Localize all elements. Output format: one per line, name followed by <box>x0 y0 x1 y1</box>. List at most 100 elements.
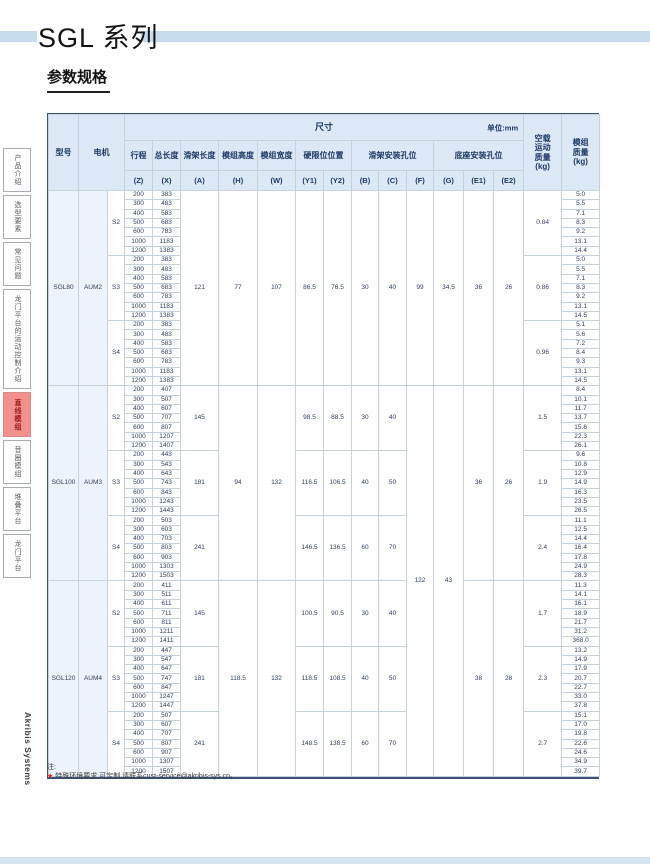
module-mass-cell: 16.3 <box>561 487 601 498</box>
sidebar-item-7[interactable]: 堆叠平台 <box>3 487 31 531</box>
stroke-cell: 400 <box>124 338 153 350</box>
stroke-cell: 400 <box>124 599 153 610</box>
e2-cell: 28 <box>492 580 525 777</box>
stroke-cell: 300 <box>124 329 153 340</box>
module-mass-cell: 10.1 <box>561 394 601 405</box>
total-length-cell: 443 <box>152 450 181 461</box>
spec-row: 300 483 5.5 <box>49 264 601 275</box>
total-length-cell: 683 <box>152 348 181 359</box>
stroke-cell: 200 <box>124 189 153 201</box>
total-length-cell: 907 <box>152 747 181 759</box>
total-length-cell: 1183 <box>152 366 181 377</box>
stroke-cell: 500 <box>124 413 153 424</box>
stroke-cell: 500 <box>124 348 153 359</box>
module-mass-cell: 11.7 <box>561 403 601 415</box>
no-load-mass-cell: 2.4 <box>523 515 563 582</box>
sidebar-item-3[interactable]: 常见问题 <box>3 242 31 286</box>
stroke-cell: 200 <box>124 320 153 331</box>
module-mass-cell: 12.9 <box>561 468 601 480</box>
header-sub-f: (F) <box>406 170 434 191</box>
b-cell: 30 <box>351 189 379 387</box>
dimensions-label: 尺寸 <box>315 121 334 132</box>
total-length-cell: 1443 <box>152 506 181 517</box>
stroke-cell: 600 <box>124 682 153 694</box>
stroke-cell: 1000 <box>124 366 153 377</box>
module-mass-cell: 14.5 <box>561 375 601 387</box>
total-length-cell: 1407 <box>152 440 181 452</box>
stroke-cell: 600 <box>124 617 153 628</box>
total-length-cell: 1303 <box>152 561 181 573</box>
c-cell: 70 <box>378 710 407 777</box>
total-length-cell: 483 <box>152 264 181 275</box>
module-mass-cell: 368.0 <box>561 636 601 647</box>
spec-row: 600 811 21.7 <box>49 617 601 628</box>
y1-cell: 116.5 <box>295 450 324 517</box>
carriage-length-cell: 181 <box>180 645 219 712</box>
sidebar-item-4[interactable]: 龙门平台的运动控制介绍 <box>3 289 31 389</box>
total-length-cell: 447 <box>152 645 181 656</box>
y1-cell: 98.5 <box>295 385 324 452</box>
spec-row: 500 807 22.6 <box>49 738 601 749</box>
header-stroke: 行程 <box>124 140 153 171</box>
sidebar-item-8[interactable]: 龙门平台 <box>3 534 31 578</box>
motor-cell: AUM2 <box>78 189 108 387</box>
total-length-cell: 1247 <box>152 692 181 703</box>
total-length-cell: 511 <box>152 589 181 601</box>
module-mass-cell: 37.8 <box>561 701 601 712</box>
total-length-cell: 1183 <box>152 236 181 247</box>
no-load-mass-cell: 1.7 <box>523 580 563 647</box>
total-length-cell: 483 <box>152 329 181 340</box>
total-length-cell: 783 <box>152 357 181 368</box>
stroke-cell: 600 <box>124 227 153 238</box>
spec-row: 400 607 11.7 <box>49 403 601 415</box>
sidebar-item-5[interactable]: 直线模组 <box>3 392 31 437</box>
header-total-length: 总长度 <box>152 140 181 171</box>
sidebar: 产品介绍选型要素常见问题龙门平台的运动控制介绍直线模组音圈模组堆叠平台龙门平台 <box>3 148 31 581</box>
module-mass-cell: 5.6 <box>561 329 601 340</box>
stroke-cell: 400 <box>124 403 153 415</box>
module-mass-cell: 9.3 <box>561 357 601 368</box>
module-mass-cell: 15.6 <box>561 422 601 433</box>
sidebar-item-1[interactable]: 产品介绍 <box>3 148 31 192</box>
module-height-cell: 94 <box>218 385 258 582</box>
total-length-cell: 647 <box>152 664 181 675</box>
total-length-cell: 1503 <box>152 571 181 582</box>
sidebar-item-6[interactable]: 音圈模组 <box>3 440 31 484</box>
b-cell: 60 <box>351 710 379 777</box>
stroke-cell: 400 <box>124 729 153 740</box>
spec-row: SGL100 AUM3 S2 200 407 145 94 132 98.5 88.5 30 40 12… <box>48 385 601 777</box>
stroke-cell: 600 <box>124 292 153 303</box>
stroke-cell: 600 <box>124 357 153 368</box>
total-length-cell: 1447 <box>152 701 181 712</box>
carriage-length-cell: 145 <box>180 580 219 647</box>
sidebar-item-2[interactable]: 选型要素 <box>3 195 31 239</box>
total-length-cell: 1183 <box>152 301 181 312</box>
spec-row: S3 200 447 181 118.5 108.5 40 50 2.3 13.2 <box>49 645 601 712</box>
size-code-cell: S2 <box>107 385 125 452</box>
stroke-cell: 1200 <box>124 375 153 387</box>
header-base-holes: 底座安装孔位 <box>432 140 525 171</box>
no-load-mass-cell: 0.84 <box>523 189 563 257</box>
b-cell: 60 <box>351 515 379 582</box>
header-carriage-length: 滑架长度 <box>180 140 219 171</box>
spec-table-body: SGL80 AUM2 S2 200 383 121 77 107 86.5 76.5 30 40 99 3… <box>48 189 601 777</box>
footnote: 注: ★ 特殊环境要求,可定制,请联系cust-service@akribis-s… <box>47 763 237 781</box>
total-length-cell: 843 <box>152 487 181 498</box>
module-mass-cell: 5.0 <box>561 255 601 266</box>
spec-row: 1000 1307 34.9 <box>49 757 601 768</box>
module-mass-cell: 31.2 <box>561 626 601 638</box>
footnote-text: 特殊环境要求,可定制,请联系cust-service@akribis-sys.c… <box>55 773 238 780</box>
stroke-cell: 200 <box>124 385 153 396</box>
carriage-length-cell: 241 <box>180 515 219 582</box>
header-hard-limit: 硬限位位置 <box>295 140 352 171</box>
stroke-cell: 300 <box>124 394 153 405</box>
y2-cell: 90.5 <box>323 580 352 647</box>
module-mass-cell: 14.4 <box>561 245 601 257</box>
module-mass-cell: 11.1 <box>561 515 601 526</box>
spec-row: S4 200 503 241 146.5 136.5 60 70 2.4 11.1 <box>49 515 601 582</box>
y2-cell: 76.5 <box>323 189 352 387</box>
size-code-cell: S4 <box>107 515 125 582</box>
module-mass-cell: 13.1 <box>561 301 601 312</box>
total-length-cell: 1383 <box>152 375 181 387</box>
stroke-cell: 400 <box>124 208 153 219</box>
